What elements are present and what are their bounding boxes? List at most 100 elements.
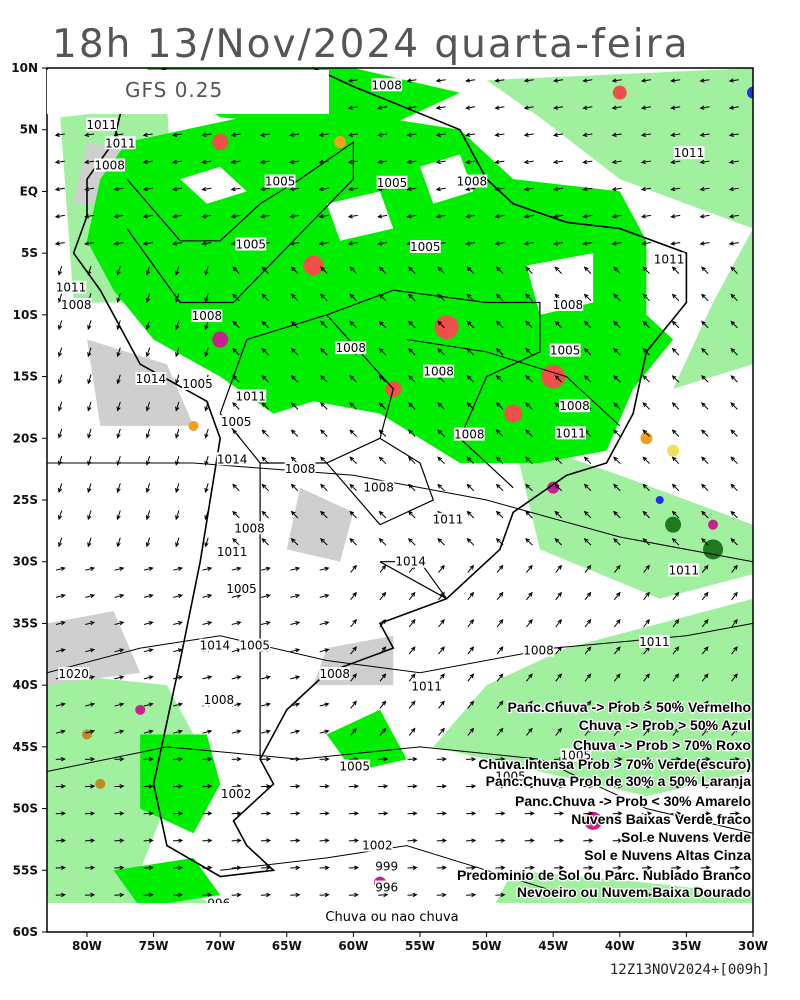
wind-arrow (202, 892, 213, 898)
wind-arrows (54, 78, 740, 898)
wind-arrow (467, 727, 475, 736)
wind-arrow (438, 700, 445, 709)
wind-arrow (584, 727, 592, 736)
wind-arrow (172, 865, 184, 870)
wind-arrow (87, 374, 92, 385)
wind-arrow (408, 646, 416, 655)
wind-arrow (290, 375, 299, 383)
wind-arrow (145, 320, 151, 331)
wind-arrow (378, 811, 389, 816)
precip-cell (541, 364, 566, 389)
wind-arrow (143, 566, 154, 571)
wind-arrow (730, 510, 738, 519)
wind-arrow (319, 892, 330, 898)
wind-arrow (377, 132, 388, 137)
wind-arrow (319, 648, 330, 653)
wind-arrow (643, 564, 650, 573)
isobar-label: 1008 (363, 481, 394, 495)
wind-arrow (495, 375, 504, 383)
wind-arrow (171, 214, 183, 219)
wind-arrow (145, 456, 151, 466)
wind-arrow (552, 241, 564, 246)
wind-arrow (201, 132, 212, 137)
wind-arrow (438, 727, 445, 736)
isobar-label: 1011 (555, 426, 586, 440)
wind-arrow (584, 673, 592, 682)
isobar-label: 1005 (236, 238, 267, 252)
wind-arrow (202, 675, 213, 680)
isobar-label: 1005 (410, 240, 441, 254)
wind-arrow (728, 159, 739, 165)
isobar-label: 1005 (182, 377, 213, 391)
wind-arrow (438, 619, 445, 628)
wind-arrow (318, 214, 329, 219)
wind-arrow (583, 865, 594, 870)
wind-arrow (641, 838, 653, 843)
wind-arrow (526, 619, 533, 628)
wind-arrow (466, 756, 477, 762)
wind-arrow (261, 483, 269, 492)
wind-arrow (466, 510, 475, 519)
wind-arrow (142, 241, 153, 246)
wind-arrow (526, 727, 533, 736)
wind-arrow (143, 593, 154, 599)
wind-arrow (201, 186, 212, 192)
isobar-label: 999 (375, 860, 398, 874)
wind-arrow (467, 564, 475, 573)
wind-arrow (142, 159, 153, 165)
isobar-label: 1008 (454, 428, 485, 442)
wind-arrow (523, 186, 534, 192)
wind-arrow (407, 892, 418, 898)
wind-arrow (700, 811, 711, 816)
lat-label: 35S (13, 616, 38, 630)
isobar-label-bg (653, 252, 685, 266)
wind-arrow (523, 105, 534, 110)
wind-arrow (701, 591, 709, 601)
wind-arrow (260, 892, 272, 898)
wind-arrow (728, 186, 739, 192)
wind-arrow (465, 214, 476, 219)
wind-arrow (259, 186, 270, 192)
wind-arrow (175, 483, 180, 494)
wind-arrow (406, 78, 417, 83)
wind-arrow (640, 132, 651, 137)
wind-arrow (319, 784, 330, 789)
wind-arrow (347, 132, 358, 137)
wind-arrow (290, 838, 301, 843)
wind-arrow (145, 510, 151, 521)
wind-arrow (584, 646, 592, 655)
isobar-label-bg (339, 759, 371, 773)
wind-arrow (699, 132, 710, 137)
wind-arrow (407, 811, 418, 816)
wind-arrow (57, 428, 63, 439)
wind-arrow (525, 266, 533, 274)
wind-arrow (171, 241, 183, 246)
wind-arrow (378, 784, 389, 789)
wind-arrow (437, 266, 445, 274)
isobar-label-bg (235, 237, 267, 251)
wind-arrow (260, 566, 271, 571)
wind-arrow (87, 537, 92, 548)
wind-arrow (202, 756, 213, 762)
wind-arrow (55, 566, 66, 571)
wind-arrow (701, 266, 709, 274)
lat-label: 40S (13, 678, 38, 692)
wind-arrow (204, 265, 209, 276)
wind-arrow (171, 186, 183, 192)
wind-arrow (495, 456, 504, 465)
wind-arrow (143, 702, 154, 707)
wind-arrow (143, 784, 154, 789)
isobar-label: 996 (375, 881, 398, 895)
isobar-label: 1011 (668, 563, 699, 577)
wind-arrow (583, 456, 592, 465)
wind-arrow (379, 673, 387, 682)
wind-arrow (525, 510, 533, 519)
wind-arrow (145, 401, 151, 412)
wind-arrow (525, 402, 533, 410)
lon-label: 35W (671, 939, 701, 953)
wind-arrow (554, 266, 563, 274)
wind-arrow (611, 105, 622, 110)
wind-arrow (496, 700, 504, 709)
wind-arrow (407, 402, 416, 410)
lon-label: 65W (272, 939, 302, 953)
